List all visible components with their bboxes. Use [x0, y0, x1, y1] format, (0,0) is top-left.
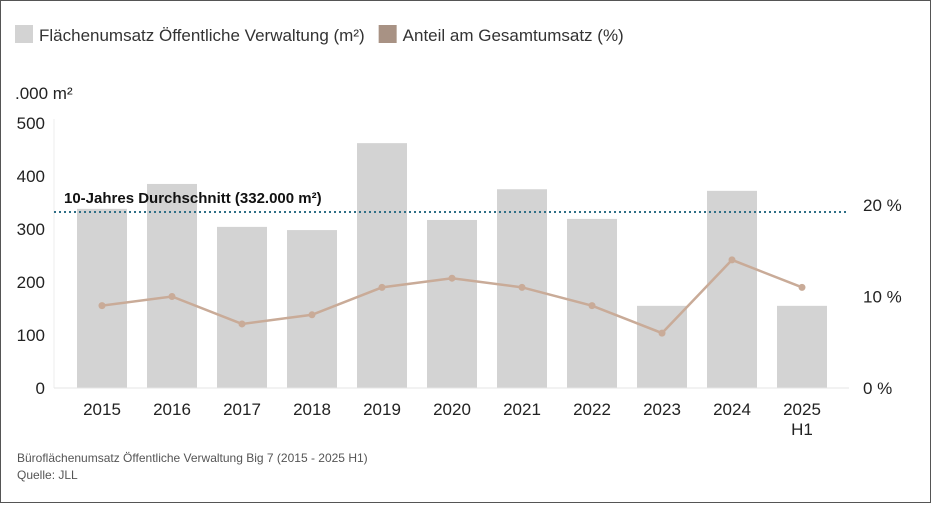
x-tick-label: 2015	[83, 400, 121, 419]
x-tick-label: 2021	[503, 400, 541, 419]
share-point-2022	[588, 302, 596, 310]
legend: Flächenumsatz Öffentliche Verwaltung (m²…	[15, 25, 624, 45]
bar-2023	[637, 305, 687, 388]
share-point-2024	[728, 256, 736, 264]
reference-line-label: 10-Jahres Durchschnitt (332.000 m²)	[64, 190, 322, 207]
x-tick-label: 2022	[573, 400, 611, 419]
bar-2015	[77, 208, 127, 388]
y2-tick-label: 20 %	[863, 196, 902, 215]
share-point-2023	[658, 329, 666, 337]
share-point-2015	[98, 302, 106, 310]
x-tick-label: 2025 H1	[783, 400, 821, 439]
share-point-2025-H1	[798, 283, 806, 291]
y-tick-label: 300	[17, 220, 45, 239]
footer-caption: Büroflächenumsatz Öffentliche Verwaltung…	[17, 451, 368, 465]
legend-label-bars: Flächenumsatz Öffentliche Verwaltung (m²…	[39, 26, 365, 45]
x-tick-label: 2017	[223, 400, 261, 419]
legend-swatch-bars	[15, 25, 33, 43]
bar-2024	[707, 190, 757, 388]
footer-source: Quelle: JLL	[17, 468, 78, 482]
legend-swatch-line	[378, 25, 397, 43]
y-tick-label: 400	[17, 167, 45, 186]
share-point-2018	[308, 311, 316, 319]
x-tick-label: 2023	[643, 400, 681, 419]
y-tick-label: 100	[17, 326, 45, 345]
bar-2017	[217, 226, 267, 388]
y-tick-label: 0	[36, 379, 45, 398]
bar-2020	[427, 219, 477, 388]
x-tick-label: 2019	[363, 400, 401, 419]
y-tick-label: 500	[17, 114, 45, 133]
y2-tick-label: 10 %	[863, 288, 902, 307]
y2-tick-label: 0 %	[863, 379, 892, 398]
y-tick-label: 200	[17, 273, 45, 292]
bar-2019	[357, 143, 407, 388]
y-axis-label: .000 m²	[15, 84, 73, 103]
share-point-2019	[378, 283, 386, 291]
x-tick-label: 2018	[293, 400, 331, 419]
legend-label-line: Anteil am Gesamtumsatz (%)	[403, 26, 624, 45]
share-point-2017	[238, 320, 246, 328]
x-tick-label: 2020	[433, 400, 471, 419]
bar-2016	[147, 183, 197, 388]
x-tick-label: 2016	[153, 400, 191, 419]
share-point-2020	[448, 274, 456, 282]
share-point-2021	[518, 283, 526, 291]
share-point-2016	[168, 293, 176, 300]
x-tick-label: 2024	[713, 400, 751, 419]
bar-2025-H1	[777, 305, 827, 388]
